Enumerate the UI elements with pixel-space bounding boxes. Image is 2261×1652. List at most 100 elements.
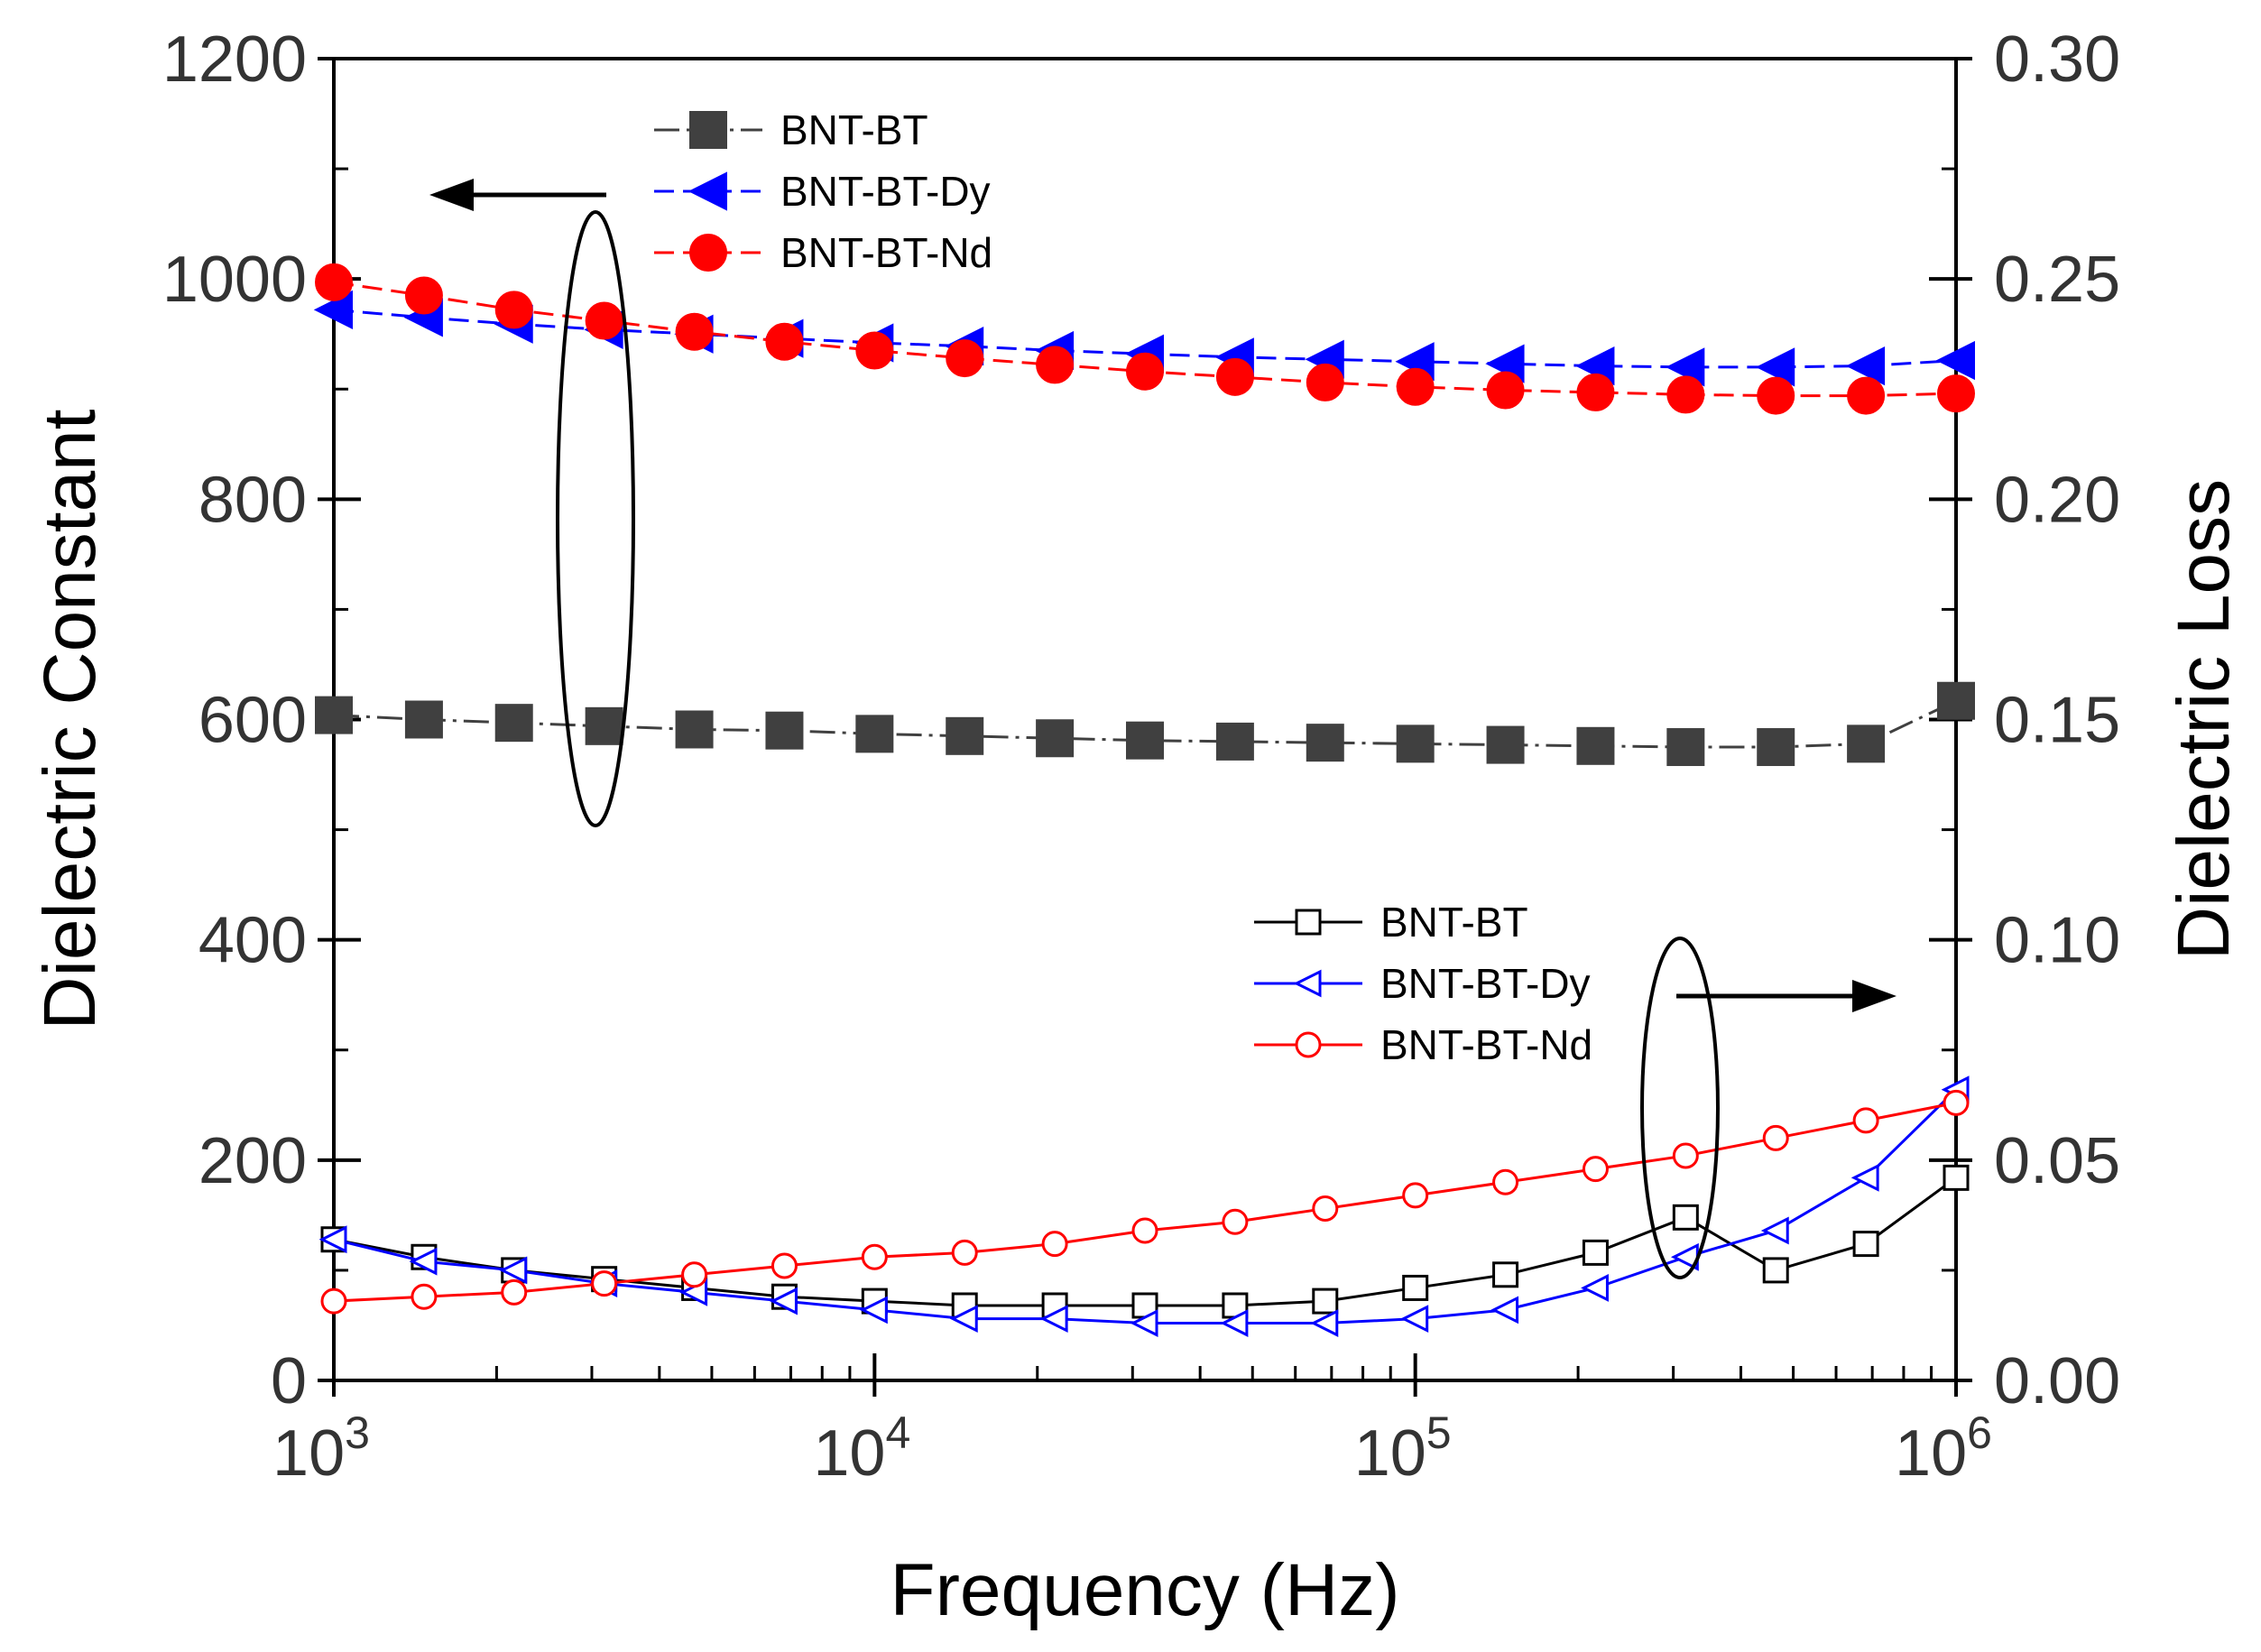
constant-data-point: [1757, 376, 1795, 415]
x-tick-base: 10: [813, 1417, 885, 1490]
constant-data-point: [946, 339, 984, 378]
loss-data-point: [1402, 1274, 1429, 1301]
constant-data-point: [1576, 373, 1615, 411]
x-tick-exponent: 5: [1426, 1407, 1452, 1458]
y-left-tick-label: 1200: [162, 23, 307, 96]
loss-data-point: [1852, 1231, 1879, 1258]
loss-data-point: [1581, 1274, 1609, 1302]
x-tick-label: 106: [1895, 1407, 1992, 1490]
loss-data-point: [1672, 1204, 1699, 1231]
loss-data-point: [320, 1287, 347, 1315]
constant-data-point: [1215, 722, 1254, 761]
top-legend-marker: [689, 111, 727, 149]
constant-data-point: [1306, 724, 1344, 762]
constant-data-point: [1396, 724, 1435, 763]
loss-data-point: [501, 1278, 528, 1306]
constant-data-point: [1935, 340, 1975, 381]
y-right-tick-label: 0.25: [1994, 244, 2120, 316]
constant-data-point: [1755, 347, 1795, 387]
bottom-legend-marker: [1295, 1031, 1322, 1058]
constant-data-point: [1215, 357, 1254, 396]
loss-data-point: [1492, 1168, 1519, 1195]
series-layer: [313, 263, 1975, 1337]
loss-data-point: [499, 1256, 528, 1285]
constant-data-point: [765, 322, 804, 361]
loss-data-point: [1220, 1309, 1249, 1337]
constant-data-point: [855, 715, 894, 753]
loss-data-point: [1760, 1216, 1789, 1245]
loss-data-point: [1130, 1309, 1158, 1337]
x-axis-title: Frequency (Hz): [890, 1549, 1399, 1631]
loss-data-point: [1762, 1124, 1789, 1151]
loss-data-point: [1402, 1182, 1429, 1209]
left-arrow-head: [429, 179, 474, 211]
constant-data-point: [1845, 346, 1886, 386]
y-right-tick-label: 0.05: [1994, 1125, 2120, 1197]
loss-data-point: [859, 1296, 888, 1324]
loss-data-point: [1582, 1156, 1609, 1183]
loss-data-point: [1492, 1261, 1519, 1288]
constant-data-point: [1666, 375, 1705, 414]
loss-series-bnt-bt-nd: [320, 1089, 1970, 1315]
constant-data-point: [946, 716, 984, 755]
constant-data-point: [1937, 681, 1975, 720]
loss-data-point: [949, 1305, 978, 1334]
loss-data-point: [1312, 1195, 1339, 1223]
right-arrow-head: [1852, 980, 1896, 1012]
constant-data-point: [855, 331, 894, 370]
loss-data-point: [1672, 1142, 1699, 1169]
loss-data-point: [318, 1225, 347, 1254]
loss-data-point: [770, 1287, 798, 1315]
constant-data-point: [494, 291, 533, 329]
x-tick-label: 105: [1354, 1407, 1452, 1490]
constant-data-point: [494, 704, 533, 743]
axes-layer: 103 104 105 1060200400600800100012000.000.0…: [162, 23, 2120, 1490]
x-tick-exponent: 3: [345, 1407, 370, 1458]
y-left-tick-label: 800: [198, 464, 307, 536]
loss-series-line: [333, 1088, 1958, 1325]
loss-data-point: [1310, 1309, 1339, 1337]
constant-data-point: [1576, 726, 1615, 765]
constant-data-point: [404, 700, 443, 739]
y-right-tick-label: 0.00: [1994, 1345, 2120, 1417]
loss-data-point: [1312, 1287, 1339, 1315]
top-legend-marker: [688, 171, 727, 211]
loss-group-ellipse: [1640, 937, 1720, 1279]
bottom-legend-marker: [1295, 909, 1322, 936]
y-left-tick-label: 0: [271, 1345, 307, 1417]
loss-data-point: [1222, 1208, 1249, 1235]
loss-data-point: [1582, 1239, 1609, 1266]
constant-data-point: [1847, 724, 1886, 763]
loss-data-point: [1400, 1305, 1429, 1334]
loss-data-point: [681, 1261, 708, 1288]
y-right-tick-label: 0.15: [1994, 685, 2120, 757]
constant-series-bnt-bt: [315, 681, 1975, 767]
loss-data-point: [409, 1247, 438, 1276]
bottom-legend-label: BNT-BT-Nd: [1380, 1021, 1592, 1068]
constant-group-ellipse: [556, 210, 635, 827]
loss-data-point: [1943, 1089, 1970, 1116]
bottom-legend-marker: [1293, 969, 1322, 998]
x-tick-base: 10: [1354, 1417, 1426, 1490]
loss-data-point: [1039, 1305, 1068, 1334]
bottom-legend-label: BNT-BT-Dy: [1380, 960, 1591, 1007]
loss-data-point: [1041, 1231, 1068, 1258]
y-left-tick-label: 200: [198, 1125, 307, 1197]
constant-data-point: [1847, 376, 1886, 415]
y-right-tick-label: 0.20: [1994, 464, 2120, 536]
top-legend-label: BNT-BT-Nd: [780, 229, 992, 276]
constant-data-point: [1396, 367, 1435, 406]
constant-data-point: [675, 312, 714, 351]
legend-layer: BNT-BT BNT-BT-Dy BNT-BT-Nd BNT-BT BNT-BT-Dy B…: [654, 106, 1592, 1068]
loss-data-point: [1762, 1257, 1789, 1284]
constant-data-point: [1306, 363, 1344, 401]
constant-data-point: [585, 706, 623, 745]
loss-data-point: [591, 1270, 618, 1297]
constant-data-point: [1486, 725, 1525, 764]
y-right-tick-label: 0.10: [1994, 905, 2120, 977]
y-right-tick-label: 0.30: [1994, 23, 2120, 96]
constant-data-point: [1036, 719, 1075, 758]
y-left-tick-label: 400: [198, 905, 307, 977]
loss-data-point: [1490, 1296, 1519, 1324]
